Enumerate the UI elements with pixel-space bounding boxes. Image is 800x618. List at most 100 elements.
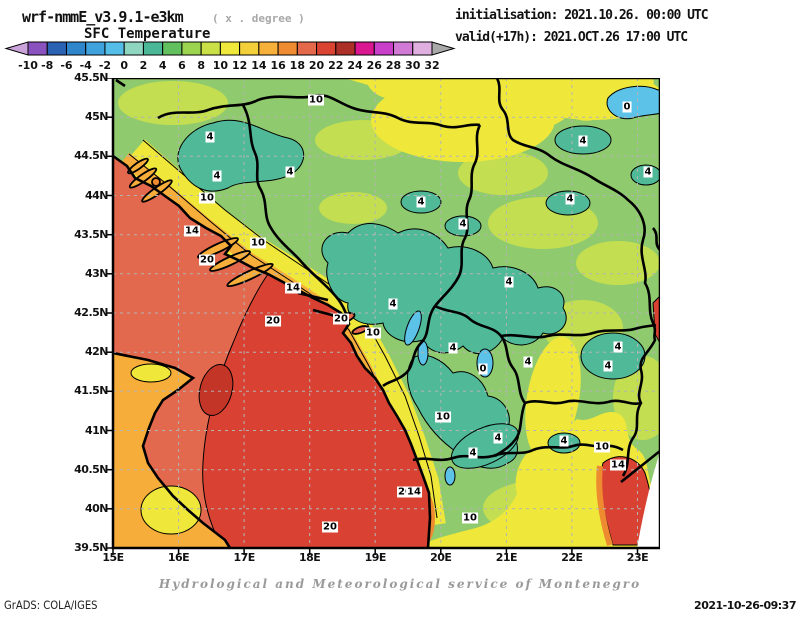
contour-label: 14 [184, 225, 200, 237]
contour-label: 4 [205, 131, 215, 143]
colorbar-segment [373, 41, 395, 56]
colorbar-tick-label: 26 [367, 59, 383, 72]
contour-label: 4 [416, 196, 426, 208]
colorbar-tick-label: 12 [232, 59, 247, 72]
model-title: wrf-nmmE_v3.9.1-e3km [22, 8, 184, 26]
contour-label: 4 [388, 298, 398, 310]
lat-axis-label: 45.5N [74, 71, 108, 84]
contour-label: 14 [610, 459, 626, 471]
colorbar-segment [258, 41, 279, 56]
contour-label: 4 [603, 360, 613, 372]
montenegro-albania-border [382, 305, 437, 388]
albania-macedonia-border [494, 402, 527, 458]
lat-axis-label: 40.5N [74, 462, 108, 476]
lat-axis-label: 42.5N [74, 306, 108, 320]
credit-text: Hydrological and Meteorological service … [158, 577, 642, 591]
colorbar-tick-label: 0 [120, 59, 128, 72]
colorbar-segment [335, 41, 356, 56]
croatia-bosnia-border [241, 104, 351, 325]
lat-axis-label: 45N [84, 110, 109, 124]
colorbar-segment [162, 41, 183, 56]
colorbar-tick-label: 6 [178, 59, 186, 72]
lon-axis-label: 21E [495, 551, 518, 564]
contour-label: 4 [504, 276, 514, 288]
colorbar-segment [296, 41, 318, 56]
colorbar-tick-label: 14 [251, 59, 267, 72]
contour-label: 4 [578, 135, 588, 147]
border-squiggle [651, 227, 660, 251]
macedonia-north-border [524, 399, 642, 405]
colorbar-segment [65, 41, 87, 56]
lon-axis-label: 20E [430, 551, 452, 564]
lat-axis-label: 40N [84, 501, 109, 515]
contour-label: 20 [265, 315, 281, 327]
colorbar-tick-label: 22 [328, 59, 343, 72]
colorbar-tick-label: 4 [159, 59, 167, 72]
colorbar-tick-label: 32 [424, 59, 439, 72]
valid-time-label: valid(+17h): 2021.OCT.26 17:00 UTC [455, 30, 688, 45]
lon-axis-label: 19E [364, 551, 387, 564]
italy [112, 351, 232, 549]
contour-label: 10 [308, 94, 324, 106]
lon-axis-label: 18E [299, 551, 321, 564]
colorbar-segment [277, 41, 298, 56]
colorbar-segment [123, 41, 144, 56]
contour-label: 10 [365, 327, 381, 339]
contour-label: 4 [643, 166, 653, 178]
contour-label: 4 [493, 432, 503, 444]
colorbar-segment [104, 41, 125, 56]
lat-axis-label: 44N [84, 188, 109, 202]
lat-axis-label: 42N [84, 345, 109, 359]
domain-cut [620, 449, 660, 548]
colorbar-tick-label: -6 [60, 59, 73, 72]
contour-label: 10 [435, 411, 451, 423]
colorbar-tick-label: 10 [213, 59, 229, 72]
colorbar-segment [200, 41, 221, 56]
colorbar-segment [316, 41, 337, 56]
contour-label: 0 [478, 363, 488, 375]
lon-axis-label: 15E [102, 551, 124, 564]
colorbar-tick-label: 24 [347, 59, 363, 72]
contour-label: 4 [212, 170, 222, 182]
lat-axis-label: 43N [84, 266, 109, 280]
colorbar-tick-label: -2 [99, 59, 111, 72]
colorbar-segment [27, 41, 48, 56]
contour-label: 4 [523, 356, 533, 368]
lon-axis-label: 16E [167, 551, 190, 564]
colorbar-tick-label: -8 [41, 59, 53, 72]
lat-axis-label: 43.5N [74, 227, 108, 241]
colorbar-segment [85, 41, 106, 56]
contour-label: 4 [565, 193, 575, 205]
lon-axis-label: 23E [626, 551, 649, 564]
colorbar-tick-label: 30 [405, 59, 421, 72]
contour-label: 20 [199, 254, 215, 266]
contour-label: 4 [285, 166, 295, 178]
lon-axis-label: 17E [233, 551, 255, 564]
colorbar-tick-label: 8 [197, 59, 205, 72]
contour-label: 14 [285, 282, 301, 294]
colorbar-segment [239, 41, 260, 56]
contour-label: 10 [594, 441, 610, 453]
colorbar-tick-label: 16 [270, 59, 286, 72]
model-args: ( x . degree ) [212, 12, 305, 25]
colorbar-segment [393, 41, 414, 56]
contour-label: 10 [250, 237, 266, 249]
lat-axis-label: 39.5N [74, 541, 108, 555]
colorbar-tick-label: 2 [140, 59, 148, 72]
contour-label: 0 [622, 101, 632, 113]
colorbar-left-arrow [4, 41, 29, 56]
axis-ticks [106, 78, 639, 555]
lat-axis-label: 41N [84, 423, 109, 437]
lon-axis-label: 22E [561, 551, 583, 564]
contour-label: 10 [462, 512, 478, 524]
contour-label: 4 [559, 435, 569, 447]
kosovo-serbia-border [500, 323, 657, 339]
coastline [112, 154, 432, 549]
colorbar-segment [412, 41, 433, 56]
temperature-map [106, 78, 660, 555]
colorbar-right-arrow [431, 41, 456, 56]
colorbar-segment [142, 41, 164, 56]
map-frame [106, 78, 660, 555]
grads-attribution: GrADS: COLA/IGES [4, 600, 98, 613]
colorbar-segment [181, 41, 202, 56]
